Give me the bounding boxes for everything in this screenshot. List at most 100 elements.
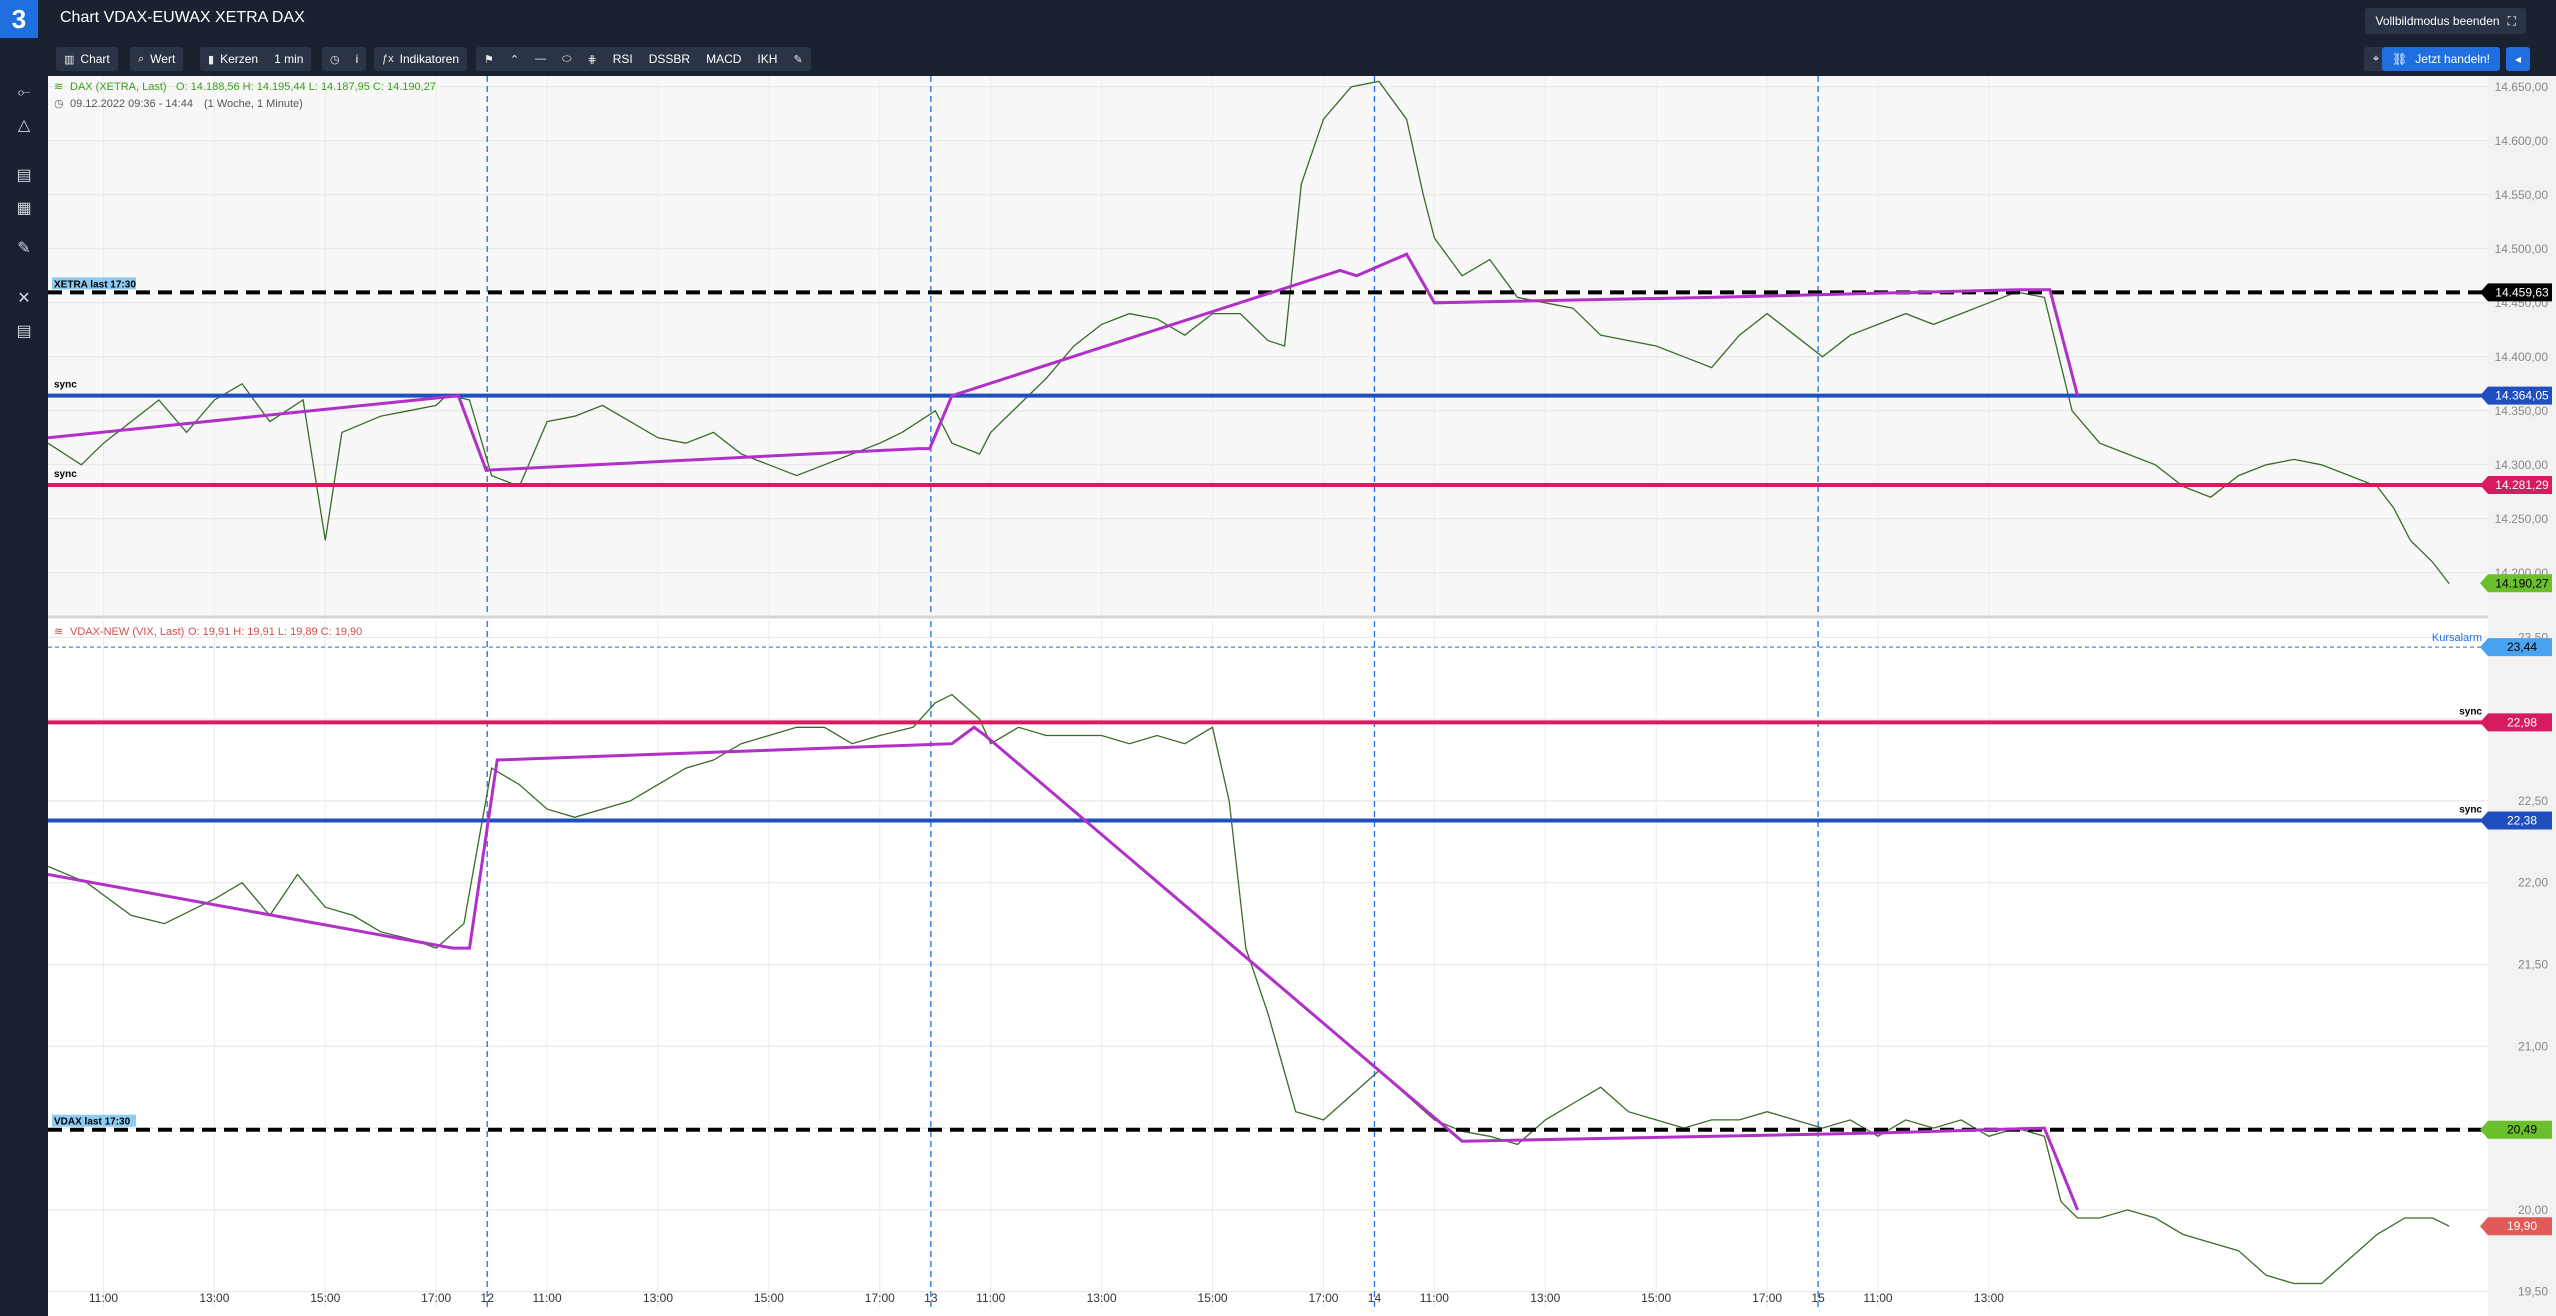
dax-hline-price-badge-shape	[2480, 283, 2552, 302]
vdax-ytick-label: 20,00	[2518, 1203, 2548, 1217]
dssbr-button[interactable]: DSSBR	[641, 47, 698, 71]
x-tick-label: 11:00	[976, 1291, 1005, 1305]
x-tick-label: 11:00	[89, 1291, 118, 1305]
calculator-icon[interactable]: ▤	[16, 323, 32, 340]
ellipse-tool-button[interactable]: ⬭	[554, 47, 579, 71]
value-label: Wert	[150, 52, 176, 66]
collapse-panel-button[interactable]: ◂	[2506, 47, 2530, 71]
value-button[interactable]: ⌕ Wert	[130, 47, 183, 71]
dax-hline-price-badge: 14.281,29	[2480, 476, 2552, 495]
dax-period-text: (1 Woche, 1 Minute)	[204, 98, 303, 110]
vdax-hline-price-badge-shape	[2480, 811, 2552, 830]
fibonacci-icon[interactable]: ▤	[16, 167, 32, 184]
price-axis-bg	[2488, 76, 2556, 1316]
dax-current-price-badge: 14.190,27	[2480, 574, 2552, 593]
vdax-hline-price-badge: 22,38	[2480, 811, 2552, 830]
top-bar: 3 Chart VDAX-EUWAX XETRA DAX Vollbildmod…	[0, 0, 2556, 76]
vdax-trend-line	[48, 725, 2079, 1211]
x-tick-label: 11:00	[1420, 1291, 1449, 1305]
x-tick-label: 15:00	[1641, 1291, 1671, 1305]
x-tick-label: 13:00	[1087, 1291, 1117, 1305]
vdax-last-tag: VDAX last 17:30	[54, 1117, 131, 1128]
dax-hline-price-badge: 14.459,63	[2480, 283, 2552, 302]
toolbar-candles-group: ▮ Kerzen 1 min	[200, 47, 312, 71]
vdax-current-price-badge-shape	[2480, 1217, 2552, 1236]
line-tool-icon[interactable]: ⟜	[17, 84, 31, 101]
indicators-label: Indikatoren	[399, 52, 459, 66]
rsi-button[interactable]: RSI	[605, 47, 641, 71]
dax-current-price-badge-text: 14.190,27	[2495, 576, 2549, 590]
vdax-hline-price-badge: 23,44	[2480, 638, 2552, 657]
x-tick-label: 15:00	[754, 1291, 784, 1305]
trade-now-button[interactable]: ⛓ Jetzt handeln!	[2382, 47, 2500, 71]
macd-label: MACD	[706, 52, 742, 66]
x-tick-label: 11:00	[533, 1291, 562, 1305]
x-tick-label: 15:00	[1198, 1291, 1228, 1305]
vdax-hline-price-badge-text: 22,98	[2507, 715, 2537, 729]
triangle-icon[interactable]: △	[17, 117, 31, 134]
x-tick-label: 14	[1368, 1291, 1382, 1305]
candles-button[interactable]: ▮ Kerzen	[200, 47, 266, 71]
dax-legend-title: DAX (XETRA, Last)	[70, 81, 167, 93]
collapse-icon: ⛶	[2507, 13, 2516, 28]
interval-label: 1 min	[274, 52, 304, 66]
crosshair-icon: ⋕	[587, 53, 597, 66]
pen-icon[interactable]: ✎	[17, 240, 31, 257]
link-icon: ⛓	[2392, 52, 2408, 66]
dax-ytick-label: 14.400,00	[2495, 350, 2549, 364]
vdax-current-price-badge-text: 19,90	[2507, 1219, 2537, 1233]
trash-icon[interactable]: ▦	[16, 200, 32, 217]
interval-button[interactable]: 1 min	[266, 47, 311, 71]
tools-icon[interactable]: ✕	[17, 290, 31, 307]
toolbar-time-group: ◷ i	[322, 47, 367, 71]
vdax-hline-price-badge-text: 22,38	[2507, 814, 2537, 828]
dax-clock-icon: ◷	[54, 98, 64, 110]
dax-hline-price-badge-text: 14.281,29	[2495, 478, 2549, 492]
dax-sync-tag: sync	[54, 469, 77, 480]
toolbar-value-group: ⌕ Wert	[130, 47, 184, 71]
clock-icon: ◷	[330, 53, 340, 66]
polyline-tool-button[interactable]: ⌃	[502, 47, 527, 71]
toolbar-chart-group: ▥ Chart	[56, 47, 118, 71]
x-tick-label: 17:00	[865, 1291, 895, 1305]
dax-hline-price-badge-text: 14.364,05	[2495, 389, 2549, 403]
candles-icon: ▮	[208, 53, 215, 66]
dax-hline-price-badge-shape	[2480, 386, 2552, 405]
crosshair-tool-button[interactable]: ⋕	[580, 47, 605, 71]
dax-ytick-label: 14.350,00	[2495, 404, 2549, 418]
dax-range-text: 09.12.2022 09:36 - 14:44	[70, 98, 193, 110]
x-tick-label: 17:00	[1308, 1291, 1338, 1305]
dax-ytick-label: 14.600,00	[2495, 134, 2549, 148]
edit-drawing-button[interactable]: ✎	[785, 47, 810, 71]
dax-last-tag-bg	[52, 277, 136, 290]
clock-button[interactable]: ◷	[322, 47, 348, 71]
vdax-sync-tag: sync	[2459, 805, 2482, 816]
ikh-button[interactable]: IKH	[749, 47, 785, 71]
candles-label: Kerzen	[220, 52, 259, 66]
indicators-button[interactable]: ƒx Indikatoren	[374, 47, 467, 71]
toolbar-indicators-group: ƒx Indikatoren	[374, 47, 467, 71]
fullscreen-exit-button[interactable]: Vollbildmodus beenden ⛶	[2365, 8, 2526, 34]
info-label: i	[355, 52, 359, 66]
vdax-price-series	[48, 693, 2450, 1285]
vdax-hline-price-badge-shape	[2480, 1120, 2552, 1139]
vdax-hline-price-badge-text: 20,49	[2507, 1123, 2537, 1137]
x-tick-label: 15	[1811, 1291, 1825, 1305]
dax-ytick-label: 14.650,00	[2495, 80, 2549, 94]
hline-tool-button[interactable]: —	[527, 47, 554, 71]
macd-button[interactable]: MACD	[698, 47, 749, 71]
x-tick-label: 17:00	[421, 1291, 451, 1305]
dax-ytick-label: 14.250,00	[2495, 512, 2549, 526]
chart-area[interactable]: 14.650,00 14.600,00 14.550,00 14.500,00 14.4…	[48, 76, 2556, 1316]
vdax-ytick-label: 21,00	[2518, 1039, 2548, 1053]
app-logo[interactable]: 3	[0, 0, 38, 38]
dax-legend-icon: ≋	[54, 81, 63, 93]
chart-type-button[interactable]: ▥ Chart	[56, 47, 118, 71]
vdax-ytick-label: 22,50	[2518, 794, 2548, 808]
bookmark-button[interactable]: ⚑	[476, 47, 502, 71]
chart-icon: ▥	[64, 53, 75, 66]
vdax-last-tag-bg	[52, 1114, 136, 1127]
dax-ytick-label: 14.300,00	[2495, 458, 2549, 472]
function-icon: ƒx	[382, 53, 394, 65]
info-button[interactable]: i	[348, 47, 367, 71]
